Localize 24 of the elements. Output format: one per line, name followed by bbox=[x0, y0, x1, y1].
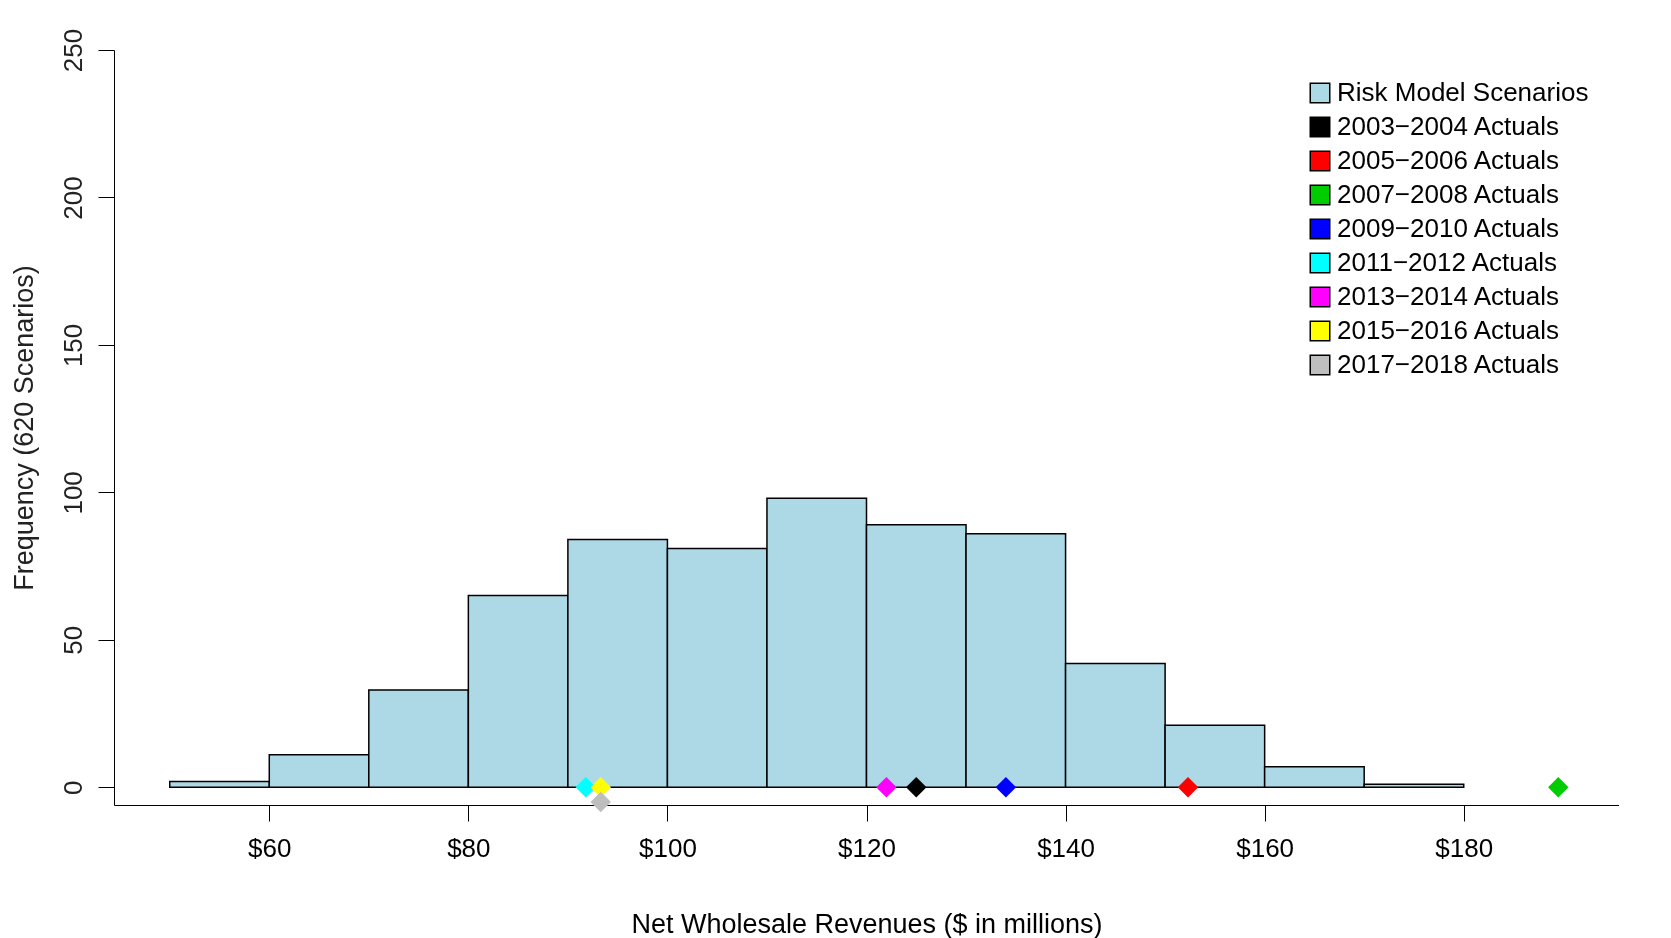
x-tick-label: $180 bbox=[1435, 832, 1494, 863]
legend-label: 2003−2004 Actuals bbox=[1337, 111, 1559, 141]
y-tick-label: 50 bbox=[57, 625, 88, 655]
y-tick-label: 200 bbox=[57, 176, 88, 220]
x-tick-label: $140 bbox=[1037, 832, 1095, 863]
legend-label: 2007−2008 Actuals bbox=[1337, 179, 1559, 209]
legend-label: 2011−2012 Actuals bbox=[1337, 247, 1557, 277]
y-tick-label: 100 bbox=[57, 471, 88, 515]
x-tick-label: $80 bbox=[447, 832, 491, 863]
legend-label: 2005−2006 Actuals bbox=[1337, 145, 1559, 175]
legend-label: 2009−2010 Actuals bbox=[1337, 213, 1559, 243]
x-tick-label: $120 bbox=[838, 832, 896, 863]
legend-label: 2013−2014 Actuals bbox=[1337, 281, 1559, 311]
x-axis-title: Net Wholesale Revenues ($ in millions) bbox=[631, 908, 1103, 938]
y-axis-title: Frequency (620 Scenarios) bbox=[8, 265, 39, 591]
legend-label: 2017−2018 Actuals bbox=[1337, 349, 1559, 379]
y-tick-label: 0 bbox=[57, 780, 88, 796]
x-tick-label: $60 bbox=[248, 832, 292, 863]
y-tick-label: 250 bbox=[57, 28, 88, 73]
x-tick-label: $100 bbox=[639, 832, 697, 863]
legend-label: 2015−2016 Actuals bbox=[1337, 315, 1559, 345]
x-tick-label: $160 bbox=[1236, 832, 1295, 863]
legend-label: Risk Model Scenarios bbox=[1337, 77, 1589, 107]
y-tick-label: 150 bbox=[57, 323, 88, 368]
